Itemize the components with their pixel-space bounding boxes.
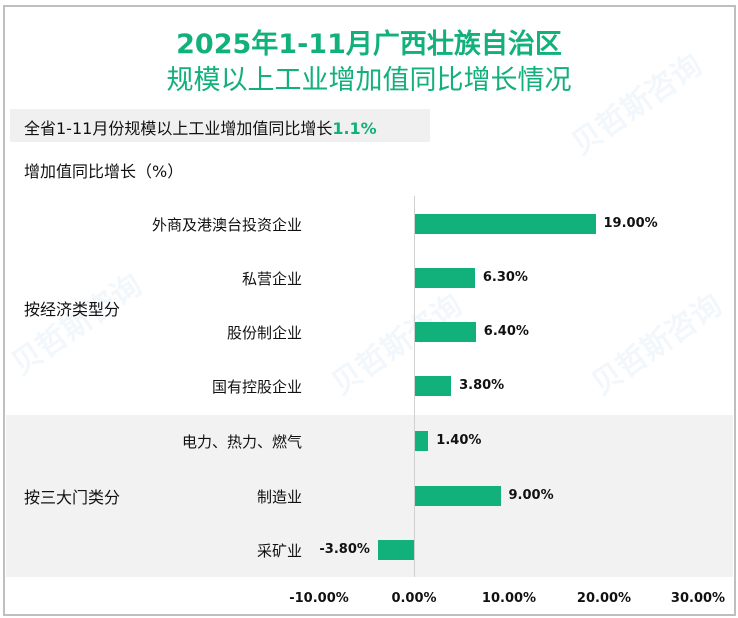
subtitle-text: 全省1-11月份规模以上工业增加值同比增长 [24,119,333,138]
group-label-economic-type: 按经济类型分 [24,300,121,319]
category-label: 股份制企业 [226,324,302,342]
bar [377,540,414,560]
bar [415,431,429,451]
x-tick-label: 10.00% [481,591,537,606]
data-label: 9.00% [508,488,554,503]
x-tick-label: 0.00% [391,591,437,606]
category-label: 电力、热力、燃气 [181,433,302,451]
bar [415,268,475,288]
category-label: 采矿业 [256,542,302,560]
x-tick-label: 30.00% [670,591,726,606]
x-tick-label: -10.00% [289,591,349,606]
x-tick-label: 20.00% [576,591,632,606]
bar [415,376,452,396]
data-label: 19.00% [603,216,658,231]
group-label-three-categories: 按三大门类分 [24,488,121,507]
subtitle: 全省1-11月份规模以上工业增加值同比增长1.1% [24,115,377,139]
data-label: 1.40% [436,433,482,448]
bar [415,486,501,506]
subtitle-band [10,109,430,142]
data-label: 3.80% [459,378,505,393]
bar [415,214,596,234]
y-axis-label: 增加值同比增长（%） [24,162,184,181]
subtitle-highlight: 1.1% [332,119,377,138]
category-label: 国有控股企业 [211,378,302,396]
category-label: 制造业 [256,488,302,506]
chart-title-line2: 规模以上工业增加值同比增长情况 [166,65,572,96]
bar [415,322,476,342]
data-label: 6.30% [482,270,528,285]
group-band-gray [6,415,733,577]
chart-title-line1: 2025年1-11月广西壮族自治区 [176,29,562,60]
data-label: 6.40% [483,324,529,339]
data-label: -3.80% [319,542,370,557]
zero-axis-line [414,196,415,577]
category-label: 外商及港澳台投资企业 [151,216,302,234]
category-label: 私营企业 [241,270,302,288]
